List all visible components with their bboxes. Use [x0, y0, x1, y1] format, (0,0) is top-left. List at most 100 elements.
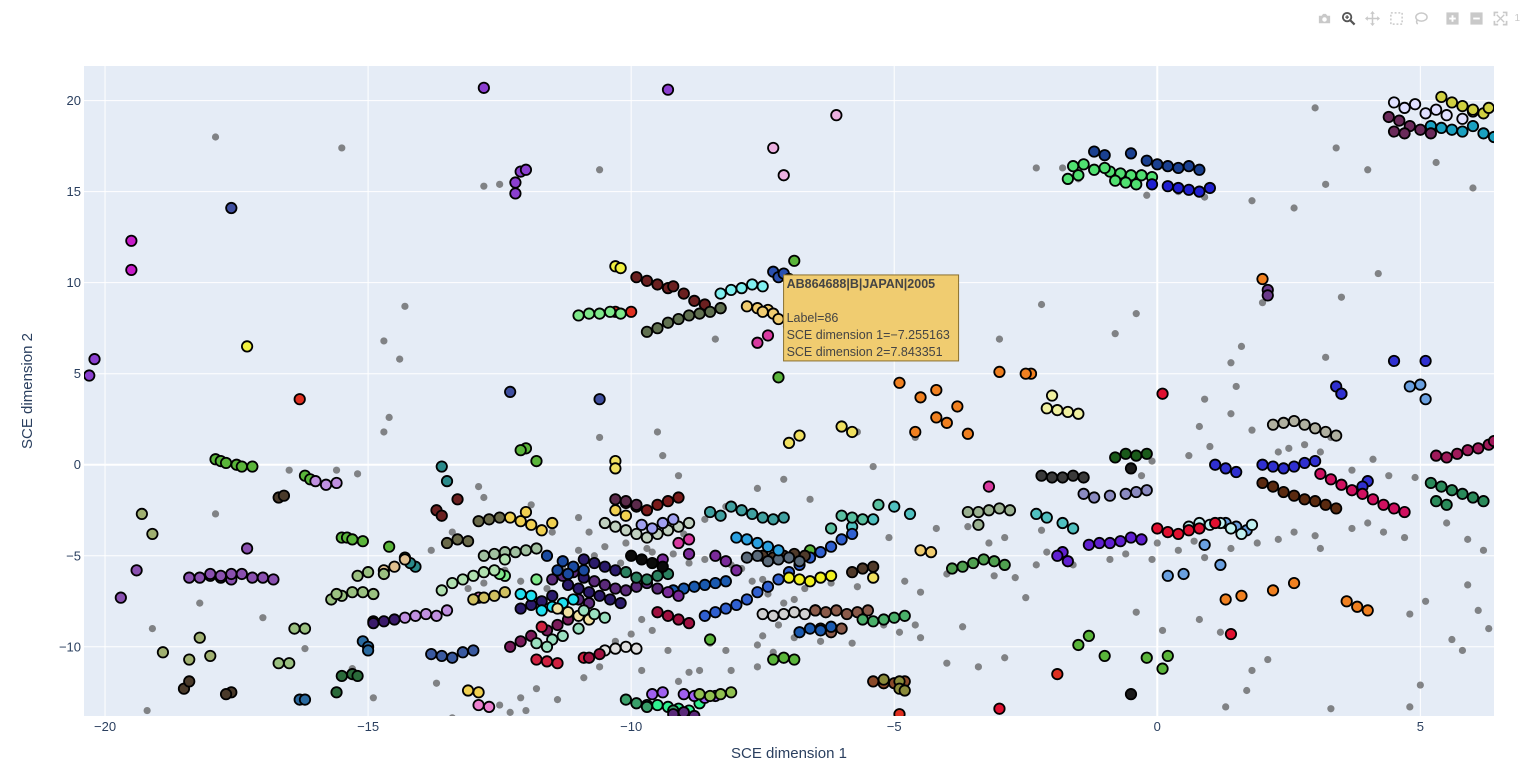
data-point[interactable]: [519, 505, 533, 519]
background-point[interactable]: [895, 628, 904, 636]
data-point[interactable]: [824, 620, 838, 633]
background-point[interactable]: [1469, 184, 1477, 192]
background-point[interactable]: [1364, 519, 1372, 527]
data-point[interactable]: [504, 640, 517, 653]
background-point[interactable]: [1106, 555, 1114, 564]
data-point[interactable]: [898, 609, 911, 622]
background-point[interactable]: [601, 543, 609, 551]
data-point[interactable]: [435, 460, 448, 473]
data-point[interactable]: [609, 564, 622, 577]
background-point[interactable]: [664, 646, 672, 655]
background-point[interactable]: [1448, 635, 1456, 644]
data-point[interactable]: [1088, 491, 1101, 504]
data-point[interactable]: [409, 609, 422, 622]
data-point[interactable]: [772, 312, 785, 326]
data-point[interactable]: [1456, 487, 1469, 500]
background-point[interactable]: [1316, 448, 1324, 456]
data-point[interactable]: [530, 637, 543, 650]
data-point[interactable]: [1098, 161, 1111, 175]
data-point[interactable]: [1366, 493, 1380, 506]
data-point[interactable]: [803, 622, 817, 635]
data-point[interactable]: [114, 591, 127, 604]
data-point[interactable]: [688, 580, 701, 593]
background-point[interactable]: [638, 615, 646, 624]
data-point[interactable]: [514, 635, 527, 648]
data-point[interactable]: [388, 560, 401, 573]
data-point[interactable]: [1203, 181, 1216, 195]
data-point[interactable]: [677, 688, 690, 701]
data-point[interactable]: [125, 234, 138, 247]
data-point[interactable]: [867, 560, 880, 573]
data-point[interactable]: [761, 329, 775, 342]
background-point[interactable]: [674, 677, 683, 686]
data-point[interactable]: [1056, 516, 1069, 530]
background-point[interactable]: [1364, 166, 1372, 174]
data-point[interactable]: [630, 271, 643, 284]
autoscale-button[interactable]: [1488, 8, 1512, 28]
background-point[interactable]: [816, 637, 825, 645]
background-point[interactable]: [869, 462, 877, 471]
background-point[interactable]: [1222, 703, 1230, 711]
data-point[interactable]: [456, 646, 469, 659]
data-point[interactable]: [735, 504, 748, 517]
data-point[interactable]: [835, 622, 848, 635]
data-point[interactable]: [362, 566, 375, 579]
background-point[interactable]: [448, 528, 456, 536]
background-point[interactable]: [1001, 533, 1009, 542]
data-point[interactable]: [1072, 169, 1085, 182]
data-point[interactable]: [909, 425, 922, 439]
data-point[interactable]: [1119, 176, 1132, 189]
data-point[interactable]: [1477, 495, 1490, 508]
data-point[interactable]: [1124, 462, 1138, 475]
data-point[interactable]: [609, 462, 622, 475]
data-point[interactable]: [703, 305, 717, 318]
data-point[interactable]: [1082, 538, 1095, 551]
background-point[interactable]: [595, 663, 604, 671]
background-point[interactable]: [985, 539, 993, 547]
background-point[interactable]: [1043, 548, 1051, 556]
data-point[interactable]: [888, 500, 901, 513]
data-point[interactable]: [967, 556, 980, 570]
data-point[interactable]: [856, 613, 869, 626]
background-point[interactable]: [1243, 686, 1251, 695]
background-point[interactable]: [1443, 519, 1451, 527]
data-point[interactable]: [672, 589, 685, 602]
data-point[interactable]: [1161, 526, 1174, 539]
data-point[interactable]: [1193, 163, 1206, 176]
data-point[interactable]: [1082, 629, 1095, 642]
background-point[interactable]: [648, 626, 656, 635]
background-point[interactable]: [506, 708, 514, 716]
data-point[interactable]: [1130, 178, 1143, 191]
data-point[interactable]: [377, 567, 390, 581]
data-point[interactable]: [1114, 535, 1127, 548]
data-point[interactable]: [183, 653, 196, 666]
data-point[interactable]: [467, 593, 480, 606]
data-point[interactable]: [488, 564, 501, 577]
data-point[interactable]: [646, 556, 659, 570]
background-point[interactable]: [806, 495, 814, 503]
data-point[interactable]: [756, 305, 769, 318]
background-point[interactable]: [1232, 382, 1240, 391]
data-point[interactable]: [572, 309, 585, 322]
background-point[interactable]: [1032, 561, 1040, 569]
data-point[interactable]: [609, 642, 622, 655]
data-point[interactable]: [483, 700, 496, 713]
data-point[interactable]: [1314, 467, 1327, 480]
data-point[interactable]: [609, 504, 622, 517]
data-point[interactable]: [872, 498, 885, 511]
data-point[interactable]: [625, 549, 638, 562]
background-point[interactable]: [148, 625, 156, 633]
data-point[interactable]: [1419, 354, 1432, 368]
background-point[interactable]: [369, 694, 377, 702]
data-point[interactable]: [614, 262, 627, 275]
data-point[interactable]: [219, 688, 233, 701]
data-point[interactable]: [1130, 449, 1143, 462]
data-point[interactable]: [651, 322, 664, 335]
data-point[interactable]: [1309, 495, 1322, 508]
background-point[interactable]: [553, 696, 562, 704]
zoom-out-button[interactable]: [1464, 8, 1488, 28]
data-point[interactable]: [346, 586, 359, 599]
data-point[interactable]: [793, 429, 806, 442]
background-point[interactable]: [1001, 654, 1009, 662]
data-point[interactable]: [1209, 516, 1222, 530]
